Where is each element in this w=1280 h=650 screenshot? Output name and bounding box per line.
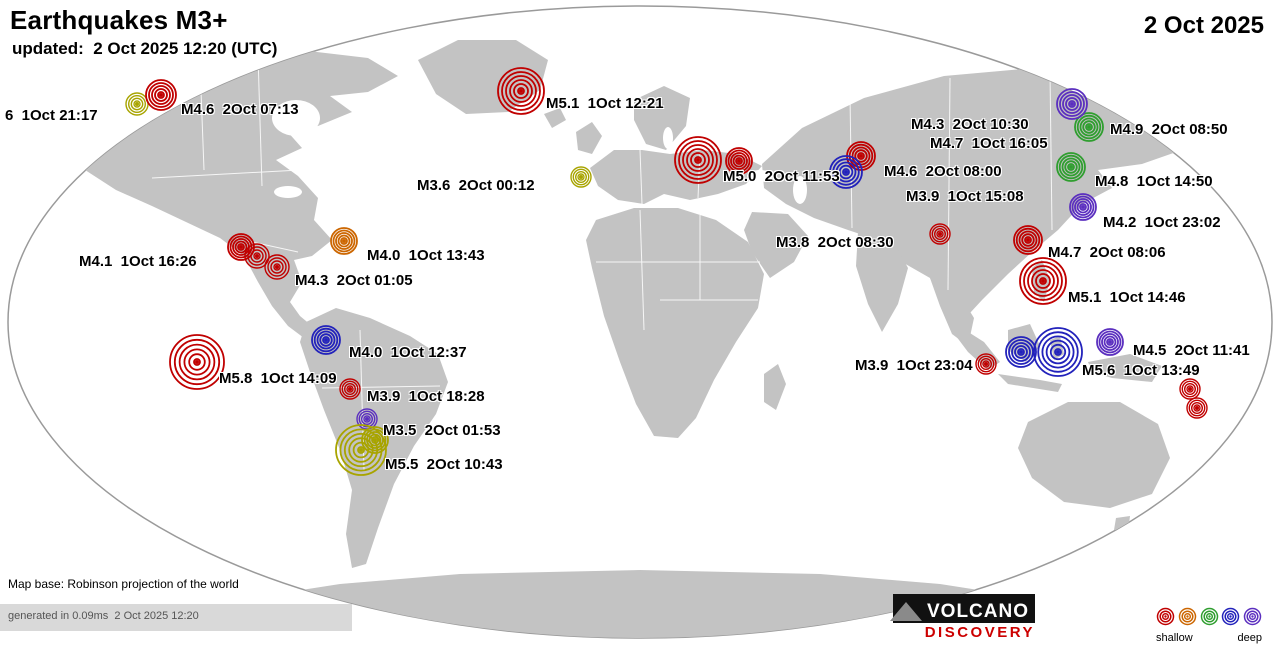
generated-strip xyxy=(0,604,352,631)
quake-label[interactable]: M4.7 1Oct 16:05 xyxy=(930,135,1048,152)
inland-seas xyxy=(272,100,807,204)
volcano-triangle-icon xyxy=(890,602,922,621)
quake-marker[interactable] xyxy=(1185,396,1209,425)
quake-marker[interactable] xyxy=(724,146,754,181)
depth-legend: shallow deep xyxy=(1156,607,1262,644)
logo-volcano-text: VOLCANO xyxy=(927,601,1029,622)
legend-shallow-label: shallow xyxy=(1156,632,1193,644)
quake-label[interactable]: M3.6 2Oct 00:12 xyxy=(417,177,535,194)
quake-label[interactable]: M4.6 2Oct 08:00 xyxy=(884,163,1002,180)
quake-marker[interactable] xyxy=(263,253,291,286)
generated-note: generated in 0.09ms 2 Oct 2025 12:20 xyxy=(8,610,199,622)
quake-label[interactable]: M3.9 1Oct 18:28 xyxy=(367,388,485,405)
page-title: Earthquakes M3+ xyxy=(10,5,228,35)
quake-marker[interactable] xyxy=(310,324,342,361)
quake-marker[interactable] xyxy=(1012,224,1044,261)
quake-label[interactable]: M3.8 2Oct 08:30 xyxy=(776,234,894,251)
quake-marker[interactable] xyxy=(828,154,864,195)
quake-marker[interactable] xyxy=(338,377,362,406)
volcano-discovery-logo[interactable]: VOLCANO DISCOVERY xyxy=(890,594,1035,641)
quake-marker[interactable] xyxy=(1032,326,1084,383)
quake-marker[interactable] xyxy=(360,425,390,460)
legend-deep-label: deep xyxy=(1237,632,1262,644)
quake-marker[interactable] xyxy=(329,226,359,261)
quake-marker[interactable] xyxy=(1004,335,1038,374)
map-base-note: Map base: Robinson projection of the wor… xyxy=(8,577,239,591)
quake-label[interactable]: M4.0 1Oct 13:43 xyxy=(367,247,485,264)
depth-legend-icon xyxy=(1178,607,1197,631)
quake-marker[interactable] xyxy=(243,242,271,275)
quake-marker[interactable] xyxy=(1073,111,1105,148)
quake-marker[interactable] xyxy=(124,91,150,122)
quake-label[interactable]: M5.1 1Oct 14:46 xyxy=(1068,289,1186,306)
quake-label[interactable]: M4.7 2Oct 08:06 xyxy=(1048,244,1166,261)
quake-label[interactable]: M4.0 1Oct 12:37 xyxy=(349,344,467,361)
quake-label[interactable]: M4.3 2Oct 01:05 xyxy=(295,272,413,289)
quake-label[interactable]: M4.6 2Oct 07:13 xyxy=(181,101,299,118)
map-date: 2 Oct 2025 xyxy=(1143,12,1264,39)
quake-label[interactable]: M5.0 2Oct 11:53 xyxy=(723,168,840,185)
depth-legend-icon xyxy=(1243,607,1262,631)
quake-marker[interactable] xyxy=(355,407,379,436)
depth-legend-icon xyxy=(1200,607,1219,631)
quake-label[interactable]: M4.3 2Oct 10:30 xyxy=(911,116,1029,133)
quake-marker[interactable] xyxy=(496,66,546,121)
quake-marker[interactable] xyxy=(1018,256,1068,311)
quake-label[interactable]: M3.9 1Oct 15:08 xyxy=(906,188,1024,205)
depth-legend-icon xyxy=(1221,607,1240,631)
quake-label[interactable]: 6 1Oct 21:17 xyxy=(5,107,98,124)
depth-legend-labels: shallow deep xyxy=(1156,632,1262,644)
updated-timestamp: updated: 2 Oct 2025 12:20 (UTC) xyxy=(12,39,278,58)
logo-top-bar: VOLCANO xyxy=(890,594,1035,623)
quake-label[interactable]: M5.6 1Oct 13:49 xyxy=(1082,362,1200,379)
quake-marker[interactable] xyxy=(974,352,998,381)
quake-marker[interactable] xyxy=(168,333,226,396)
quake-marker[interactable] xyxy=(1068,192,1098,227)
quake-marker[interactable] xyxy=(673,135,723,190)
quake-label[interactable]: M4.5 2Oct 11:41 xyxy=(1133,342,1250,359)
quake-label[interactable]: M4.1 1Oct 16:26 xyxy=(79,253,197,270)
continents xyxy=(28,40,1214,638)
quake-label[interactable]: M4.9 2Oct 08:50 xyxy=(1110,121,1228,138)
quake-marker[interactable] xyxy=(1055,87,1089,126)
quake-marker[interactable] xyxy=(1095,327,1125,362)
logo-discovery-text: DISCOVERY xyxy=(924,624,1035,641)
quake-label[interactable]: M3.5 2Oct 01:53 xyxy=(383,422,501,439)
quake-label[interactable]: M4.8 1Oct 14:50 xyxy=(1095,173,1213,190)
depth-legend-icons xyxy=(1156,607,1262,631)
quake-marker[interactable] xyxy=(144,78,178,117)
quake-label[interactable]: M4.2 1Oct 23:02 xyxy=(1103,214,1221,231)
quake-label[interactable]: M3.9 1Oct 23:04 xyxy=(855,357,973,374)
quake-marker[interactable] xyxy=(1055,151,1087,188)
quake-marker[interactable] xyxy=(928,222,952,251)
quake-marker[interactable] xyxy=(1178,377,1202,406)
quake-label[interactable]: M5.8 1Oct 14:09 xyxy=(219,370,337,387)
quake-label[interactable]: M5.1 1Oct 12:21 xyxy=(546,95,664,112)
quake-label[interactable]: M5.5 2Oct 10:43 xyxy=(385,456,503,473)
depth-legend-icon xyxy=(1156,607,1175,631)
quake-marker[interactable] xyxy=(569,165,593,194)
